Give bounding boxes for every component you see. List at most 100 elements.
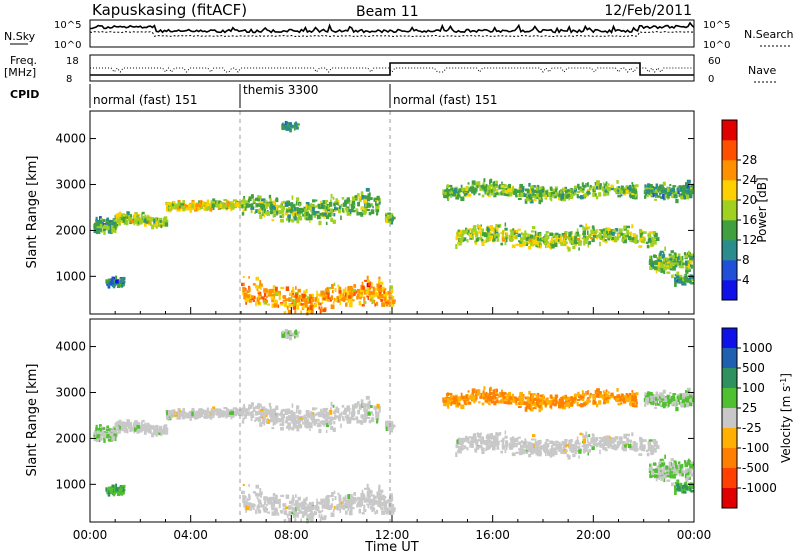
power-echo-cell <box>178 208 182 212</box>
power-echo-cell <box>284 202 288 207</box>
velocity-echo-cell <box>468 436 472 439</box>
power-echo-cell <box>219 203 222 209</box>
power-echo-cell <box>603 235 608 238</box>
power-echo-cell <box>565 241 568 245</box>
velocity-echo-cell <box>479 396 483 399</box>
velocity-echo-cell <box>583 449 586 454</box>
power-echo-cell <box>519 240 522 244</box>
power-echo-cell <box>508 188 512 192</box>
power-echo-cell <box>691 278 694 281</box>
power-echo-cell <box>563 237 566 241</box>
velocity-echo-cell <box>376 491 380 495</box>
cpid-segment-label-2: normal (fast) 151 <box>393 93 497 107</box>
power-echo-cell <box>659 250 664 253</box>
power-echo-cell <box>666 261 670 264</box>
power-echo-cell <box>116 283 121 288</box>
power-echo-cell <box>95 219 98 224</box>
velocity-echo-layer <box>93 328 695 524</box>
power-echo-cell <box>633 191 638 194</box>
velocity-echo-cell <box>203 413 207 418</box>
power-echo-cell <box>543 242 547 246</box>
velocity-echo-cell <box>604 400 609 403</box>
velocity-echo-cell <box>339 508 342 514</box>
power-echo-cell <box>552 239 556 243</box>
power-echo-cell <box>627 236 632 241</box>
power-echo-cell <box>643 237 646 242</box>
power-echo-cell <box>335 207 340 211</box>
power-echo-cell <box>557 236 559 240</box>
velocity-echo-cell <box>549 404 553 408</box>
velocity-echo-cell <box>567 401 571 406</box>
velocity-echo-cell <box>457 437 461 442</box>
power-echo-cell <box>339 297 342 300</box>
velocity-echo-cell <box>244 495 247 499</box>
velocity-echo-cell <box>227 409 231 415</box>
velocity-echo-cell <box>306 517 309 522</box>
velocity-echo-cell <box>313 511 317 516</box>
power-echo-cell <box>216 204 219 208</box>
power-echo-cell <box>255 209 258 213</box>
power-y-axis-label: Slant Range [km] <box>25 156 40 269</box>
velocity-echo-cell <box>330 407 332 410</box>
velocity-echo-cell <box>562 406 566 410</box>
velocity-echo-cell <box>93 431 97 436</box>
power-echo-cell <box>265 206 268 209</box>
velocity-echo-cell <box>251 503 255 507</box>
power-echo-cell <box>283 311 287 314</box>
power-echo-cell <box>179 205 181 209</box>
power-echo-cell <box>623 236 627 240</box>
power-echo-cell <box>342 209 345 214</box>
velocity-echo-cell <box>265 419 268 423</box>
velocity-echo-cell <box>292 494 294 498</box>
velocity-echo-cell <box>486 399 489 404</box>
velocity-echo-cell <box>309 501 312 505</box>
power-echo-cell <box>368 281 372 286</box>
power-echo-cell <box>455 235 459 241</box>
power-echo-cell <box>368 290 372 296</box>
power-echo-cell <box>553 194 557 199</box>
velocity-echo-cell <box>186 415 190 419</box>
power-echo-cell <box>522 243 526 247</box>
power-echo-cell <box>687 260 689 265</box>
power-echo-cell <box>125 214 128 217</box>
power-echo-cell <box>528 239 531 244</box>
velocity-echo-cell <box>615 398 620 401</box>
velocity-echo-cell <box>95 437 99 443</box>
power-echo-cell <box>596 234 600 238</box>
velocity-echo-cell <box>118 426 121 430</box>
power-echo-region-6 <box>241 275 396 316</box>
velocity-echo-cell <box>226 408 228 411</box>
power-echo-cell <box>606 227 610 233</box>
power-echo-cell <box>622 189 627 194</box>
power-echo-cell <box>515 229 519 233</box>
velocity-echo-cell <box>311 506 314 510</box>
velocity-echo-cell <box>603 393 606 397</box>
velocity-echo-cell <box>478 401 481 404</box>
velocity-echo-cell <box>558 447 561 452</box>
velocity-echo-cell <box>332 509 335 512</box>
power-echo-cell <box>515 189 520 193</box>
power-echo-cell <box>311 293 314 297</box>
power-echo-cell <box>257 198 261 202</box>
velocity-echo-cell <box>524 438 527 443</box>
power-echo-cell <box>95 216 98 222</box>
power-echo-cell <box>368 192 371 196</box>
power-echo-cell <box>105 220 110 223</box>
power-echo-cell <box>581 189 585 194</box>
power-echo-cell <box>652 231 655 235</box>
power-echo-cell <box>489 235 494 240</box>
power-echo-cell <box>288 303 292 308</box>
velocity-echo-cell <box>285 494 290 499</box>
power-echo-cell <box>115 279 119 284</box>
velocity-echo-cell <box>205 410 208 416</box>
power-echo-cell <box>244 200 248 206</box>
velocity-echo-cell <box>216 410 219 415</box>
power-echo-cell <box>137 221 140 225</box>
power-echo-cell <box>603 185 606 189</box>
power-echo-cell <box>681 191 686 196</box>
velocity-echo-cell <box>348 510 353 516</box>
power-echo-cell <box>170 207 173 211</box>
velocity-echo-cell <box>167 410 171 414</box>
velocity-echo-cell <box>264 411 268 415</box>
velocity-echo-cell <box>458 450 462 454</box>
